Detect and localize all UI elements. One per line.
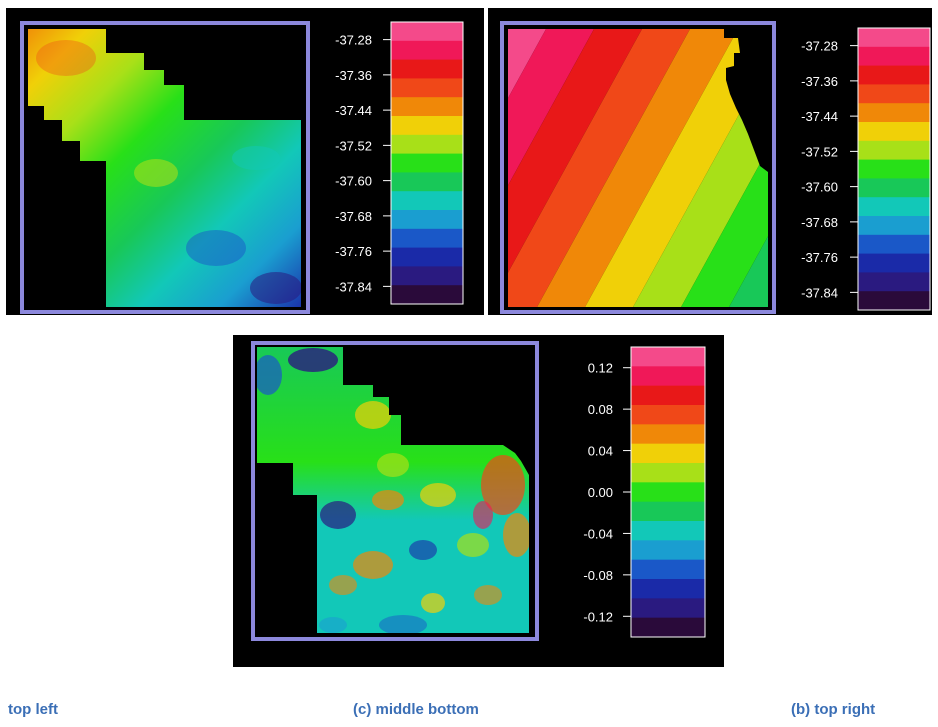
colorbar-swatch — [631, 347, 705, 367]
colorbar-swatch — [631, 540, 705, 560]
colorbar-swatch — [631, 424, 705, 444]
caption-top-right: (b) top right — [791, 701, 875, 718]
colorbar-swatch — [858, 216, 930, 235]
colorbar-swatch — [391, 60, 463, 79]
colorbar-swatch — [858, 197, 930, 216]
colorbar-swatch — [391, 154, 463, 173]
colorbar-tick-label: 0.08 — [588, 402, 613, 417]
colorbar-swatch — [391, 22, 463, 41]
colorbar-tick-label: -37.52 — [335, 138, 372, 153]
colorbar-tick-label: 0.12 — [588, 361, 613, 376]
colorbar-swatch — [391, 135, 463, 154]
colorbar-tick-label: -37.84 — [335, 279, 372, 294]
colorbar-tick-label: -37.36 — [801, 74, 838, 89]
heatmap-top-left-svg: -37.28 -37.36 -37.44 -37.52 -37.60 -37.68 -37.… — [6, 8, 484, 315]
colorbar-tick-label: -0.04 — [583, 526, 613, 541]
chart-panel-top-right: -37.28 -37.36 -37.44 -37.52 -37.60 -37.68 -37.… — [488, 8, 932, 315]
caption-middle-bottom: (c) middle bottom — [353, 701, 479, 718]
colorbar-swatch — [858, 291, 930, 310]
colorbar-tick-label: -37.84 — [801, 285, 838, 300]
colorbar-swatch — [858, 160, 930, 179]
heatmap-middle-bottom-svg: 0.12 0.08 0.04 0.00 -0.04 -0.08 -0.12 — [233, 335, 724, 667]
colorbar-tick-label: -37.28 — [801, 39, 838, 54]
colorbar-swatch — [858, 254, 930, 273]
colorbar-tick-label: -37.52 — [801, 144, 838, 159]
colorbar-tick-label: -37.76 — [335, 244, 372, 259]
colorbar-tick-label: 0.00 — [588, 485, 613, 500]
chart-panel-top-left: -37.28 -37.36 -37.44 -37.52 -37.60 -37.68 -37.… — [6, 8, 484, 315]
colorbar-tick-label: -37.68 — [335, 209, 372, 224]
colorbar-swatch — [631, 502, 705, 522]
colorbar-swatch — [858, 141, 930, 160]
colorbar-swatch — [631, 386, 705, 406]
colorbar-swatch — [858, 178, 930, 197]
colorbar-swatch — [858, 66, 930, 85]
colorbar-middle-bottom: 0.12 0.08 0.04 0.00 -0.04 -0.08 -0.12 — [583, 347, 705, 638]
colorbar-swatch — [391, 229, 463, 248]
colorbar-swatch — [391, 285, 463, 304]
colorbar-swatch — [391, 191, 463, 210]
colorbar-top-left: -37.28 -37.36 -37.44 -37.52 -37.60 -37.68 -37.… — [335, 22, 463, 305]
colorbar-swatch — [858, 84, 930, 103]
colorbar-tick-label: -37.60 — [801, 180, 838, 195]
colorbar-swatch — [858, 103, 930, 122]
colorbar-swatch — [858, 122, 930, 141]
colorbar-tick-label: -37.60 — [335, 174, 372, 189]
colorbar-swatch — [391, 210, 463, 229]
colorbar-top-right: -37.28 -37.36 -37.44 -37.52 -37.60 -37.68 -37.… — [801, 28, 930, 311]
colorbar-swatch — [631, 405, 705, 425]
colorbar-tick-label: -37.44 — [801, 109, 838, 124]
colorbar-swatch — [391, 172, 463, 191]
colorbar-swatch — [631, 521, 705, 541]
colorbar-swatch — [631, 618, 705, 638]
colorbar-swatch — [631, 366, 705, 386]
colorbar-swatch — [858, 28, 930, 47]
chart-panel-middle-bottom: 0.12 0.08 0.04 0.00 -0.04 -0.08 -0.12 — [233, 335, 724, 667]
colorbar-swatch — [391, 248, 463, 267]
colorbar-swatch — [391, 97, 463, 116]
colorbar-swatch — [858, 47, 930, 66]
colorbar-tick-label: -37.28 — [335, 33, 372, 48]
colorbar-tick-label: -37.36 — [335, 68, 372, 83]
colorbar-swatch — [391, 116, 463, 135]
colorbar-tick-label: -37.44 — [335, 103, 372, 118]
colorbar-swatch — [631, 598, 705, 618]
colorbar-swatch — [391, 266, 463, 285]
colorbar-tick-label: -37.68 — [801, 215, 838, 230]
colorbar-swatch — [631, 444, 705, 464]
colorbar-tick-label: 0.04 — [588, 444, 613, 459]
colorbar-tick-label: -0.12 — [583, 609, 613, 624]
colorbar-swatch — [391, 78, 463, 97]
colorbar-swatch — [631, 579, 705, 599]
colorbar-swatch — [631, 482, 705, 502]
colorbar-swatch — [858, 235, 930, 254]
colorbar-swatch — [631, 560, 705, 580]
colorbar-tick-label: -0.08 — [583, 568, 613, 583]
colorbar-swatch — [391, 41, 463, 60]
colorbar-tick-label: -37.76 — [801, 250, 838, 265]
colorbar-swatch — [858, 272, 930, 291]
colorbar-swatch — [631, 463, 705, 483]
caption-top-left: top left — [8, 701, 58, 718]
heatmap-top-right-svg: -37.28 -37.36 -37.44 -37.52 -37.60 -37.68 -37.… — [488, 8, 932, 315]
